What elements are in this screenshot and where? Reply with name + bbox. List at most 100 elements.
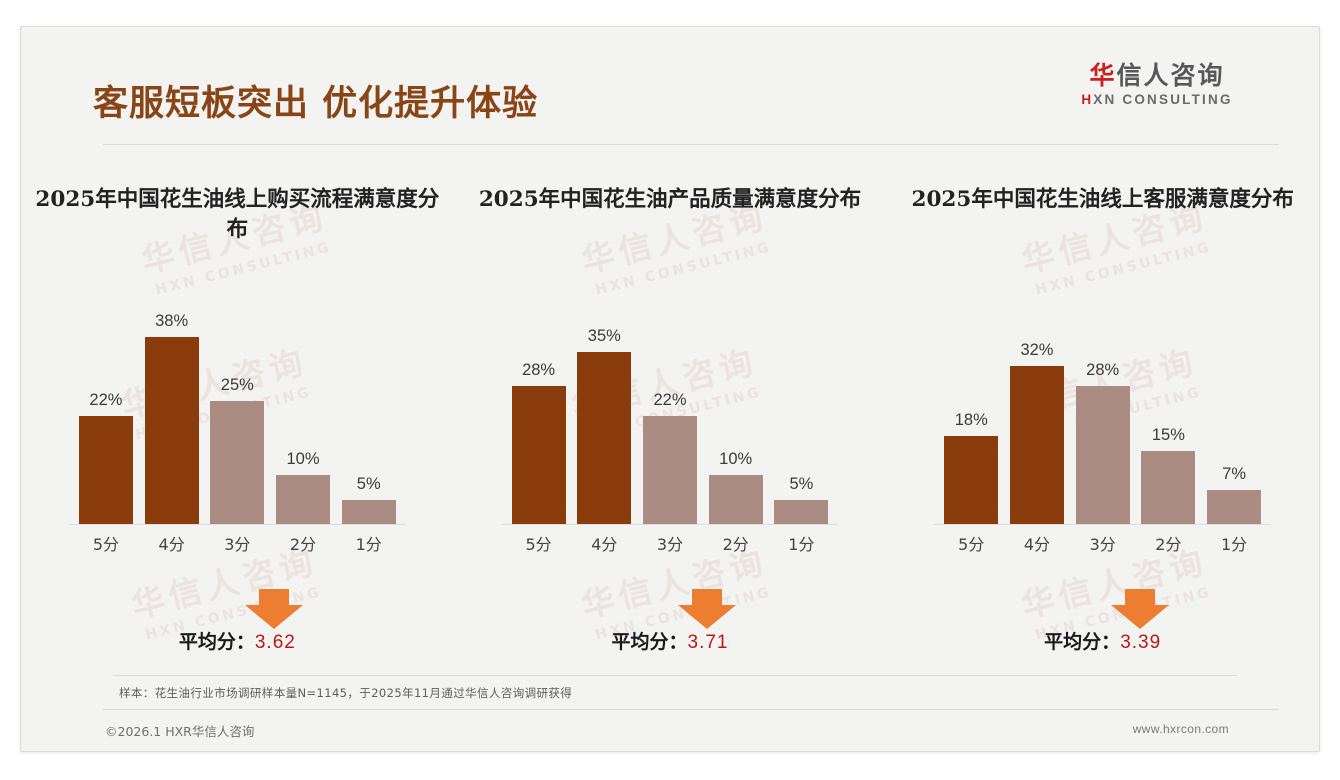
chart-panel-product-quality: 2025年中国花生油产品质量满意度分布 28% 35% 22% 10% 5% 5分 4分 3… [454,157,887,657]
brand-logo: 华信人咨询 HXN CONSULTING [1057,61,1257,107]
x-axis-tick-label: 5分 [525,535,552,554]
bar-slot: 18% [944,307,999,525]
bar-value-label: 7% [1222,465,1246,484]
footnote-divider [113,675,1237,676]
x-axis-labels: 5分 4分 3分 2分 1分 [944,531,1261,559]
bar [341,500,396,525]
x-axis-tick-label: 3分 [1089,535,1116,554]
bar-value-label: 5% [789,475,814,494]
average-label: 平均分： [178,631,255,653]
x-axis-tick-label: 2分 [722,535,749,554]
bar [276,475,330,525]
bar [210,401,265,525]
bar-slot: 7% [1207,307,1261,525]
bar-slot: 5% [341,307,396,525]
slide-canvas: 华信人咨询 HXN CONSULTING 华信人咨询 HXN CONSULTIN… [20,26,1320,752]
average-score: 平均分：3.62 [21,627,454,654]
bar-slot: 15% [1141,307,1196,525]
down-arrow-icon [678,589,736,634]
average-value: 3.39 [1120,632,1162,653]
average-score: 平均分：3.71 [454,627,887,654]
chart-plot-area: 18% 32% 28% 15% 7% 5分 4分 3分 2分 1分 [886,297,1319,567]
chart-title: 2025年中国花生油线上购买流程满意度分布 [35,187,440,242]
x-axis-tick-label: 1分 [355,535,382,554]
bar [944,435,999,525]
bar-value-label: 35% [587,326,621,345]
bar-slot: 25% [210,307,265,525]
x-axis-line [934,524,1272,525]
bar-slot: 28% [1075,307,1130,525]
x-axis-tick-label: 4分 [158,535,185,554]
average-label: 平均分： [611,631,688,653]
bar [1207,490,1261,525]
footer-divider [103,709,1279,710]
chart-plot-area: 28% 35% 22% 10% 5% 5分 4分 3分 2分 1分 [454,297,887,567]
logo-rest-chars: 信人咨询 [1116,61,1225,90]
bar-slot: 5% [774,307,829,525]
x-axis-line [501,524,839,525]
bar [643,416,697,525]
bar-group: 22% 38% 25% 10% 5% [79,307,396,525]
bar-value-label: 25% [220,376,254,395]
bar [708,475,763,525]
bar [577,351,632,525]
bar-value-label: 38% [155,311,189,330]
bar-group: 18% 32% 28% 15% 7% [944,307,1261,525]
bar-value-label: 32% [1020,341,1054,360]
logo-english-text: HXN CONSULTING [1057,92,1257,107]
x-axis-tick-label: 4分 [1023,535,1051,554]
bar-slot: 38% [144,307,199,525]
chart-title: 2025年中国花生油线上客服满意度分布 [911,187,1294,212]
logo-accent-char: 华 [1089,61,1117,90]
average-label: 平均分： [1044,631,1121,653]
page-title: 客服短板突出 优化提升体验 [93,84,539,124]
chart-plot-area: 22% 38% 25% 10% 5% 5分 4分 3分 2分 1分 [21,297,454,567]
charts-row: 2025年中国花生油线上购买流程满意度分布 22% 38% 25% 10% 5% 5分 4… [21,157,1319,657]
bar [1141,450,1196,525]
website-url[interactable]: www.hxrcon.com [1132,722,1229,736]
bar [511,386,566,525]
bar-slot: 10% [276,307,330,525]
x-axis-tick-label: 5分 [92,535,119,554]
bar-slot: 32% [1010,307,1064,525]
bar-value-label: 22% [89,391,123,409]
bar [144,336,199,525]
x-axis-tick-label: 3分 [656,535,684,554]
x-axis-tick-label: 1分 [1220,535,1248,554]
bar-value-label: 22% [653,391,687,409]
x-axis-tick-label: 2分 [289,535,317,554]
chart-panel-customer-service: 2025年中国花生油线上客服满意度分布 18% 32% 28% 15% 7% 5分 4分 3… [886,157,1319,657]
bar [79,416,133,525]
x-axis-tick-label: 4分 [591,535,618,554]
average-value: 3.71 [687,632,729,653]
header-divider [103,144,1279,145]
bar-value-label: 28% [1086,361,1120,380]
average-value: 3.62 [254,632,296,653]
x-axis-labels: 5分 4分 3分 2分 1分 [512,531,829,559]
x-axis-tick-label: 2分 [1155,535,1182,554]
slide-footer: ©2026.1 HXR华信人咨询 www.hxrcon.com [21,709,1319,751]
bar-value-label: 10% [286,450,320,469]
average-score: 平均分：3.39 [886,627,1319,654]
bar-slot: 10% [708,307,763,525]
bar-slot: 22% [79,307,133,525]
down-arrow-icon [245,589,304,634]
bar-slot: 28% [511,307,566,525]
bar [1010,366,1064,525]
bar-value-label: 18% [954,410,988,429]
bar [1075,386,1130,525]
bar-value-label: 28% [522,361,556,380]
bar-slot: 35% [577,307,632,525]
copyright-text: ©2026.1 HXR华信人咨询 [105,724,255,739]
logo-en-rest: XN CONSULTING [1093,92,1233,108]
chart-panel-purchase-process: 2025年中国花生油线上购买流程满意度分布 22% 38% 25% 10% 5% 5分 4… [21,157,454,657]
logo-chinese-text: 华信人咨询 [1057,61,1257,90]
x-axis-line [69,524,406,525]
bar-value-label: 10% [719,450,753,469]
x-axis-tick-label: 1分 [788,535,815,554]
bar-value-label: 15% [1151,425,1185,444]
x-axis-tick-label: 5分 [958,535,985,554]
x-axis-labels: 5分 4分 3分 2分 1分 [79,531,396,559]
bar-group: 28% 35% 22% 10% 5% [511,307,829,525]
chart-title: 2025年中国花生油产品质量满意度分布 [478,187,862,212]
